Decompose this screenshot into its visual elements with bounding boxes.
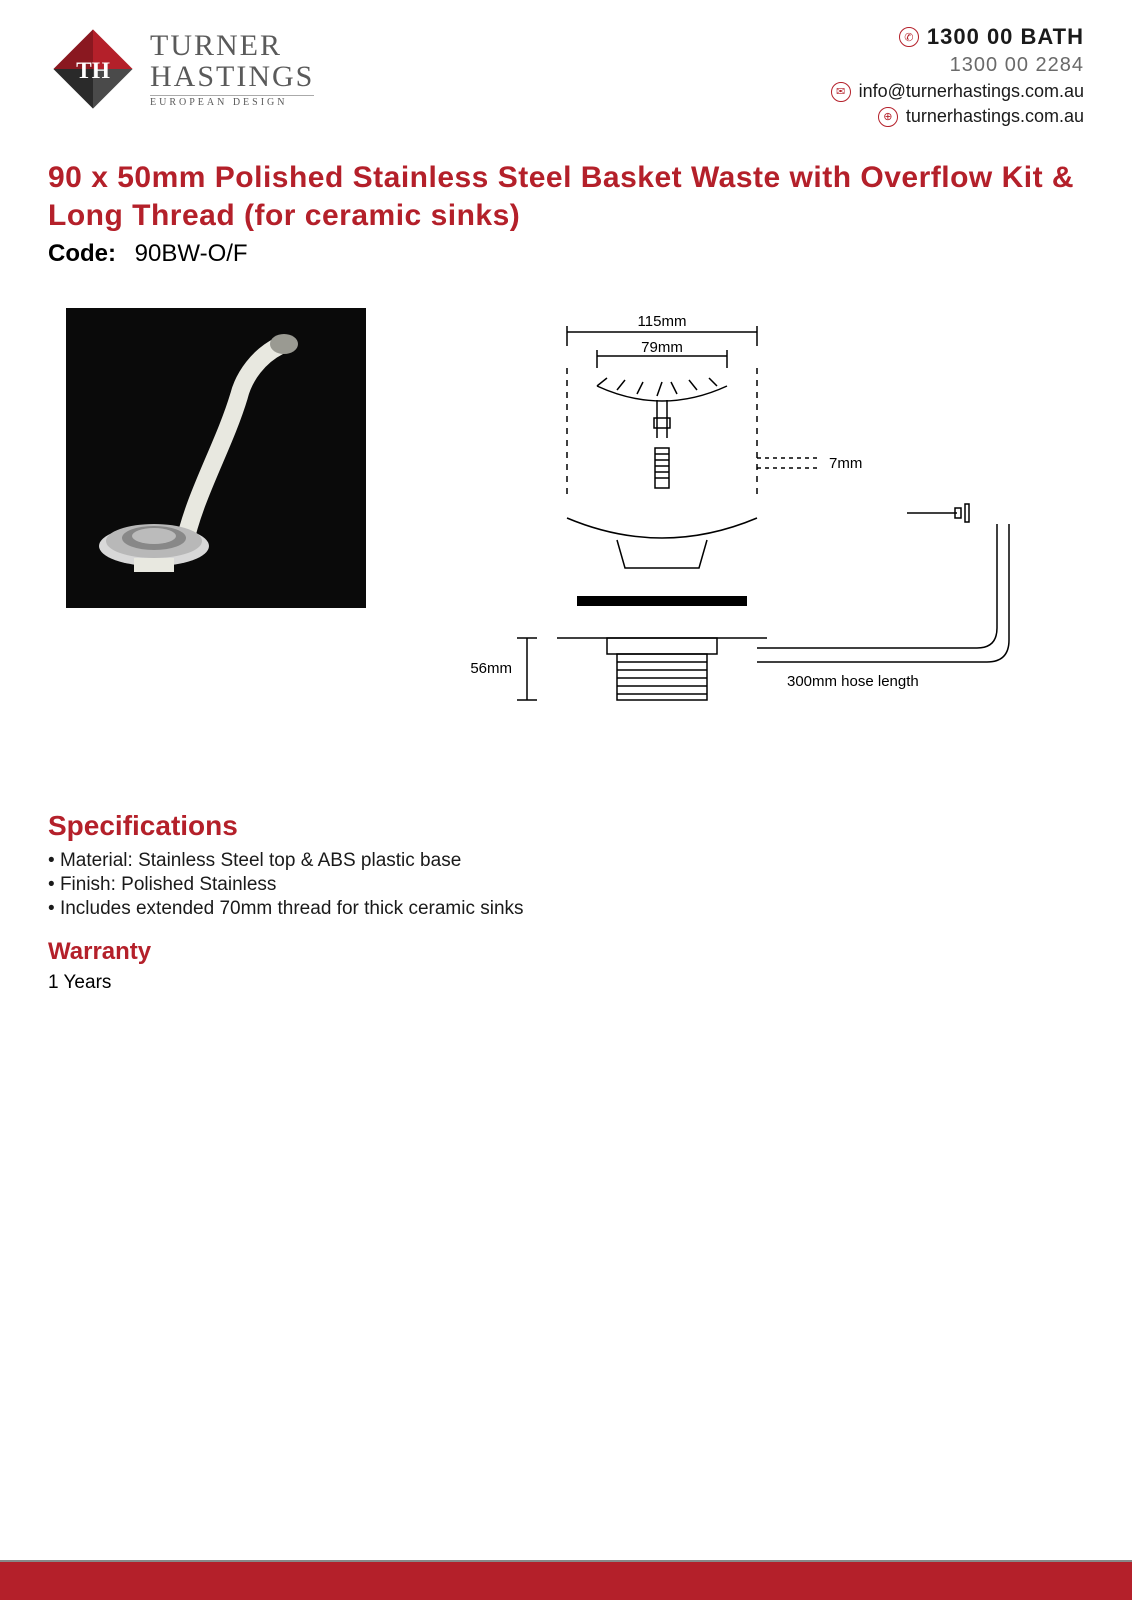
footer-bar (0, 1560, 1132, 1600)
product-code-line: Code: 90BW-O/F (48, 240, 1084, 268)
specifications-heading: Specifications (48, 810, 1084, 842)
product-title: 90 x 50mm Polished Stainless Steel Baske… (48, 159, 1084, 234)
media-row: 115mm 79mm (48, 308, 1084, 768)
warranty-heading: Warranty (48, 938, 1084, 966)
phone-icon: ✆ (899, 27, 919, 47)
product-photo (66, 308, 366, 608)
brand-logo-letters: TH (76, 58, 110, 84)
contact-block: ✆ 1300 00 BATH 1300 00 2284 ✉ info@turne… (831, 24, 1084, 131)
brand-tagline: EUROPEAN DESIGN (150, 95, 314, 109)
spec-item: Material: Stainless Steel top & ABS plas… (48, 850, 1084, 872)
contact-website-row: ⊕ turnerhastings.com.au (831, 106, 1084, 127)
spec-item: Includes extended 70mm thread for thick … (48, 898, 1084, 920)
content-area: 90 x 50mm Polished Stainless Steel Baske… (0, 143, 1132, 994)
brand-diamond-icon: TH (48, 24, 138, 114)
technical-diagram-svg: 115mm 79mm (457, 308, 1017, 768)
code-label: Code: (48, 240, 116, 267)
dim-top-width: 115mm (638, 313, 687, 330)
specifications-list: Material: Stainless Steel top & ABS plas… (48, 850, 1084, 920)
brand-text: TURNER HASTINGS EUROPEAN DESIGN (150, 30, 314, 109)
phone-display: 1300 00 BATH (927, 24, 1084, 50)
dim-hose-length: 300mm hose length (787, 673, 919, 690)
product-photo-svg (84, 326, 348, 590)
email-icon: ✉ (831, 82, 851, 102)
contact-website: turnerhastings.com.au (906, 106, 1084, 127)
specifications-block: Specifications Material: Stainless Steel… (48, 810, 1084, 994)
spec-item: Finish: Polished Stainless (48, 874, 1084, 896)
contact-email-row: ✉ info@turnerhastings.com.au (831, 81, 1084, 102)
technical-diagram: 115mm 79mm (390, 308, 1084, 768)
dim-base-height: 56mm (470, 660, 512, 677)
brand-name-line1: TURNER (150, 30, 314, 62)
dim-gasket: 7mm (829, 455, 862, 472)
phone-numeric: 1300 00 2284 (950, 54, 1084, 77)
warranty-text: 1 Years (48, 972, 1084, 994)
code-value: 90BW-O/F (135, 240, 248, 267)
page-header: TH TURNER HASTINGS EUROPEAN DESIGN ✆ 130… (0, 0, 1132, 143)
dim-inner-width: 79mm (641, 339, 683, 356)
contact-email: info@turnerhastings.com.au (859, 81, 1084, 102)
brand-name-line2: HASTINGS (150, 61, 314, 93)
brand-logo-block: TH TURNER HASTINGS EUROPEAN DESIGN (48, 24, 314, 114)
contact-phone-numeric-row: 1300 00 2284 (831, 54, 1084, 77)
globe-icon: ⊕ (878, 107, 898, 127)
contact-phone-row: ✆ 1300 00 BATH (831, 24, 1084, 50)
